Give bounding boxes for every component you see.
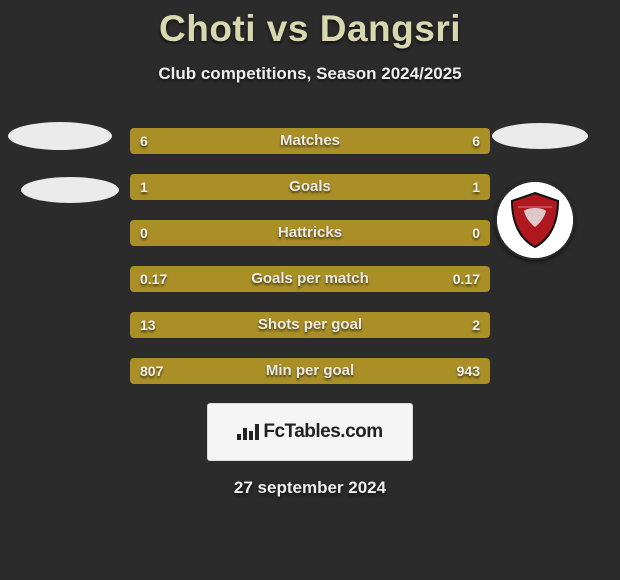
stat-row: Goals11 [130, 174, 490, 200]
bar-fill-left [130, 358, 490, 384]
club-crest-badge [495, 180, 575, 260]
bar-fill-left [130, 312, 393, 338]
subtitle: Club competitions, Season 2024/2025 [0, 64, 620, 84]
stat-row: Goals per match0.170.17 [130, 266, 490, 292]
bars-icon [237, 424, 259, 440]
page-title: Choti vs Dangsri [0, 0, 620, 50]
stat-row: Shots per goal132 [130, 312, 490, 338]
stat-row: Matches66 [130, 128, 490, 154]
bar-fill-right [310, 220, 490, 246]
right-ellipse [492, 123, 588, 149]
bar-fill-right [310, 128, 490, 154]
bar-fill-left [130, 128, 310, 154]
bar-fill-right [310, 266, 490, 292]
date-text: 27 september 2024 [0, 478, 620, 498]
fctables-logo: FcTables.com [208, 404, 412, 460]
left-ellipse-1 [8, 122, 112, 150]
stat-row: Hattricks00 [130, 220, 490, 246]
comparison-bars: Matches66 Goals11 Hattricks00 Goals per mat… [130, 128, 490, 384]
bar-fill-left [130, 174, 310, 200]
left-ellipse-2 [21, 177, 119, 203]
logo-label: FcTables.com [263, 421, 382, 443]
stat-row: Min per goal807943 [130, 358, 490, 384]
bar-fill-right [393, 312, 490, 338]
logo-text: FcTables.com [237, 421, 382, 443]
bar-fill-left [130, 220, 310, 246]
shield-icon [504, 189, 566, 251]
bar-fill-left [130, 266, 310, 292]
bar-fill-right [310, 174, 490, 200]
